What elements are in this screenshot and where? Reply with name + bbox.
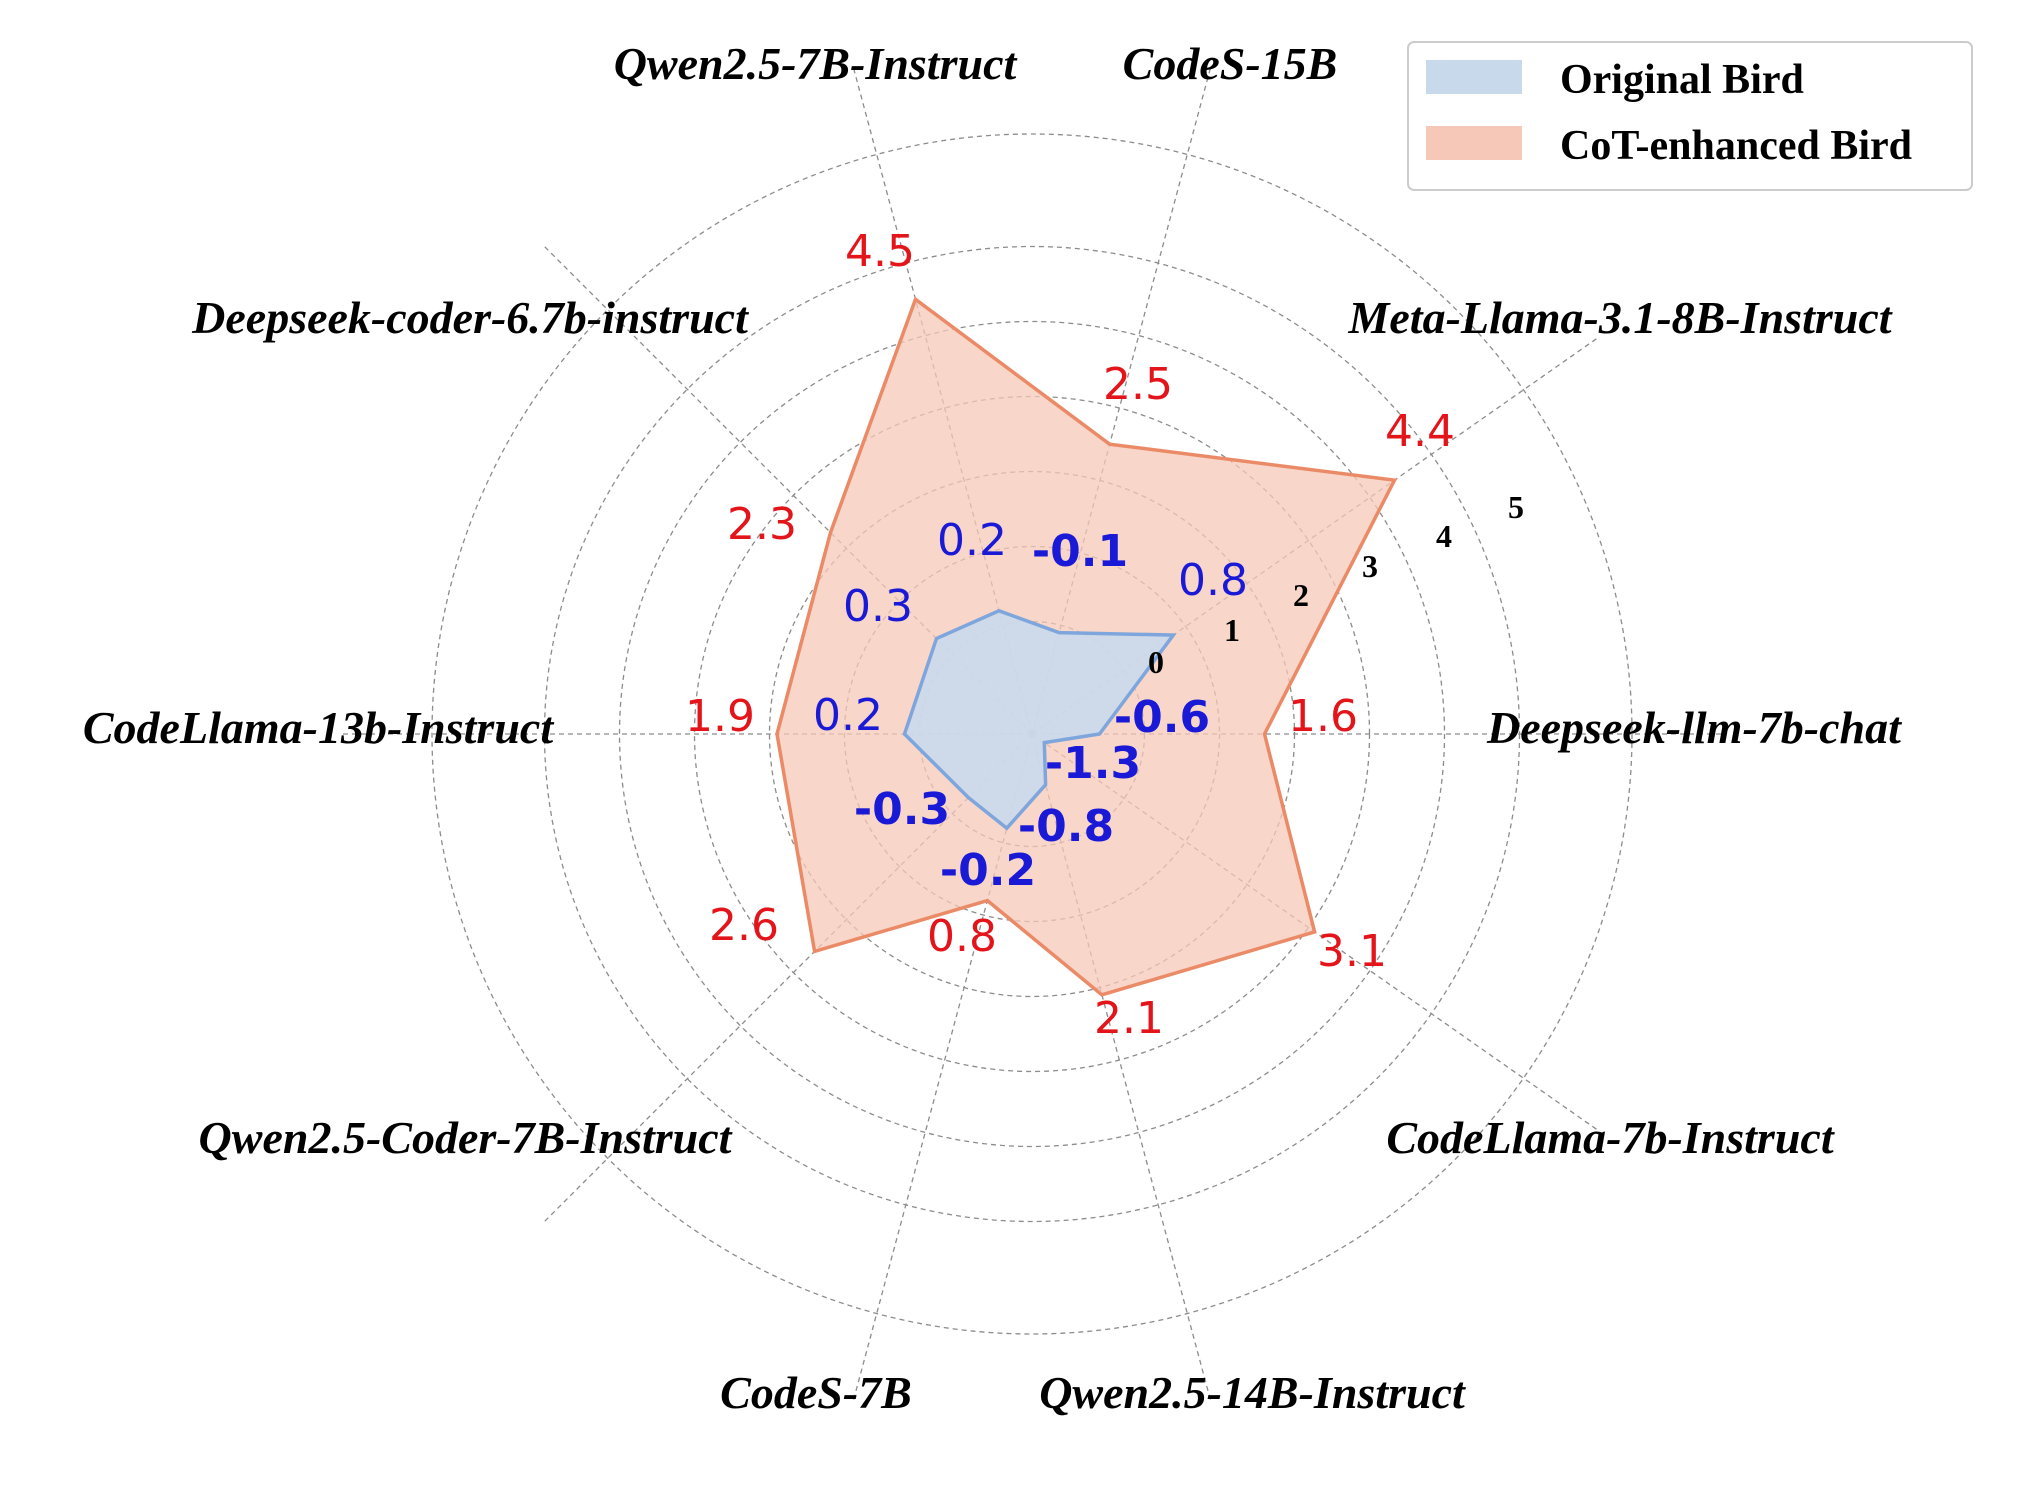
- spoke-6: [543, 733, 1033, 1223]
- spoke-8: [1031, 733, 1212, 1401]
- legend-swatch-original: [1426, 60, 1522, 94]
- category-label: Qwen2.5-Coder-7B-Instruct: [199, 1112, 733, 1163]
- original-value-label: -0.2: [940, 845, 1036, 896]
- legend-swatch-cot: [1426, 126, 1522, 160]
- category-label: CodeS-15B: [1123, 38, 1338, 89]
- cot-value-label: 2.1: [1094, 993, 1164, 1044]
- cot-value-label: 3.1: [1317, 926, 1387, 977]
- cot-value-label: 1.6: [1288, 691, 1358, 742]
- original-value-label: 0.2: [813, 690, 883, 741]
- category-label: Deepseek-coder-6.7b-instruct: [191, 292, 749, 343]
- legend-frame: [1407, 41, 1973, 191]
- cot-value-label: 4.5: [845, 226, 915, 277]
- cot-value-label: 0.8: [927, 911, 997, 962]
- legend-label-original: Original Bird: [1560, 57, 1804, 103]
- original-value-label: -0.6: [1114, 692, 1210, 743]
- category-label: CodeS-7B: [720, 1367, 912, 1418]
- cot-value-label: 4.4: [1385, 406, 1455, 457]
- radial-tick-labels: 0 1 2 3 4 5: [1148, 489, 1524, 680]
- category-labels: Deepseek-llm-7b-chat Meta-Llama-3.1-8B-In…: [83, 38, 1902, 1418]
- category-label: Qwen2.5-7B-Instruct: [614, 38, 1018, 89]
- radial-tick-4: 4: [1436, 518, 1452, 554]
- cot-value-label: 2.6: [709, 900, 779, 951]
- cot-value-label: 2.5: [1103, 359, 1173, 410]
- grid-ring-outer: [431, 133, 1633, 1335]
- original-value-label: -0.1: [1032, 526, 1128, 577]
- category-label: Qwen2.5-14B-Instruct: [1039, 1367, 1466, 1418]
- legend: Original Bird CoT-enhanced Bird: [1407, 41, 1973, 191]
- category-label: CodeLlama-7b-Instruct: [1386, 1112, 1834, 1163]
- cot-value-label: 2.3: [727, 499, 797, 550]
- category-label: Meta-Llama-3.1-8B-Instruct: [1347, 292, 1892, 343]
- original-value-label: 0.3: [843, 581, 913, 632]
- spoke-2: [1031, 67, 1212, 735]
- original-value-label: -0.3: [854, 784, 950, 835]
- grid-ring-4: [618, 320, 1446, 1148]
- radar-series: [775, 296, 1398, 997]
- value-labels: 1.6 4.4 2.5 4.5 2.3 1.9 2.6 0.8 2.1 3.1 -0.6 0.8 -0.…: [685, 226, 1455, 1044]
- radial-tick-5: 5: [1508, 489, 1524, 525]
- category-label: CodeLlama-13b-Instruct: [83, 702, 554, 753]
- radial-tick-1: 1: [1224, 612, 1240, 648]
- radial-tick-0: 0: [1148, 644, 1164, 680]
- radial-tick-2: 2: [1293, 577, 1309, 613]
- original-value-label: 0.2: [937, 515, 1007, 566]
- spoke-7: [852, 733, 1033, 1401]
- cot-value-label: 1.9: [685, 691, 755, 742]
- original-value-label: -1.3: [1045, 738, 1141, 789]
- radial-tick-3: 3: [1362, 548, 1378, 584]
- category-label: Deepseek-llm-7b-chat: [1486, 702, 1902, 753]
- original-value-label: 0.8: [1178, 555, 1248, 606]
- spoke-4: [543, 245, 1033, 735]
- legend-label-cot: CoT-enhanced Bird: [1560, 123, 1912, 169]
- original-value-label: -0.8: [1018, 801, 1114, 852]
- series-original-area: [902, 608, 1177, 831]
